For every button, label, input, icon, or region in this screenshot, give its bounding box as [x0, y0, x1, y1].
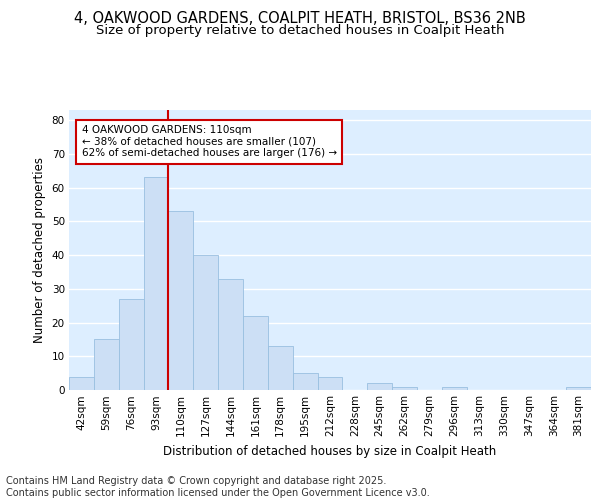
- Bar: [94, 340, 119, 390]
- Text: 4, OAKWOOD GARDENS, COALPIT HEATH, BRISTOL, BS36 2NB: 4, OAKWOOD GARDENS, COALPIT HEATH, BRIST…: [74, 11, 526, 26]
- Bar: [367, 384, 392, 390]
- Bar: [143, 178, 169, 390]
- Bar: [442, 386, 467, 390]
- Bar: [218, 278, 243, 390]
- Bar: [392, 386, 417, 390]
- Bar: [566, 386, 591, 390]
- Text: Size of property relative to detached houses in Coalpit Heath: Size of property relative to detached ho…: [96, 24, 504, 37]
- Y-axis label: Number of detached properties: Number of detached properties: [33, 157, 46, 343]
- Bar: [293, 373, 317, 390]
- Bar: [69, 376, 94, 390]
- Bar: [169, 211, 193, 390]
- Bar: [193, 255, 218, 390]
- Text: Contains HM Land Registry data © Crown copyright and database right 2025.
Contai: Contains HM Land Registry data © Crown c…: [6, 476, 430, 498]
- Bar: [243, 316, 268, 390]
- X-axis label: Distribution of detached houses by size in Coalpit Heath: Distribution of detached houses by size …: [163, 444, 497, 458]
- Bar: [119, 299, 143, 390]
- Bar: [268, 346, 293, 390]
- Text: 4 OAKWOOD GARDENS: 110sqm
← 38% of detached houses are smaller (107)
62% of semi: 4 OAKWOOD GARDENS: 110sqm ← 38% of detac…: [82, 125, 337, 158]
- Bar: [317, 376, 343, 390]
